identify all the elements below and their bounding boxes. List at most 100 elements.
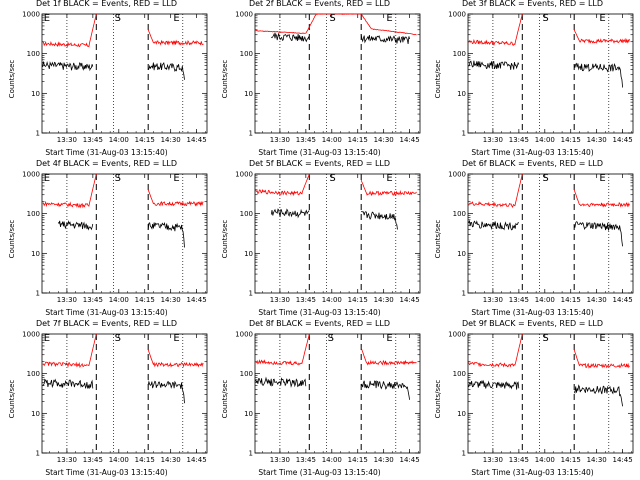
x-tick-label: 14:00 xyxy=(535,456,555,464)
end-marker-label: E xyxy=(173,13,179,24)
end-marker-label: E xyxy=(599,13,605,24)
x-tick-label: 13:45 xyxy=(83,456,103,464)
start-marker-label: S xyxy=(542,173,548,184)
events-series-line xyxy=(147,221,185,248)
events-series-line xyxy=(270,208,310,219)
x-tick-label: 13:30 xyxy=(270,136,290,144)
x-tick-label: 13:45 xyxy=(296,136,316,144)
x-tick-label: 14:30 xyxy=(374,136,394,144)
chart-svg: 1 10 100 1000 13:30 13:45 14:00 14:15 14:30 14:45… xyxy=(448,171,634,304)
end-marker-label: E xyxy=(386,173,392,184)
x-tick-label: 14:30 xyxy=(161,456,181,464)
lld-series-line xyxy=(255,173,310,197)
y-tick-label: 1000 xyxy=(22,11,40,19)
events-series-line xyxy=(573,221,623,247)
chart-svg: 1 10 100 1000 13:30 13:45 14:00 14:15 14:30 14:45… xyxy=(235,331,421,464)
lld-series-line xyxy=(147,29,204,46)
x-tick-label: 13:30 xyxy=(57,296,77,304)
y-tick-label: 10 xyxy=(457,410,466,418)
chart-svg: 1 10 100 1000 13:30 13:45 14:00 14:15 14:30 14:45… xyxy=(22,171,208,304)
y-axis-label: Counts/sec xyxy=(8,219,16,259)
start-marker-label: S xyxy=(115,173,121,184)
y-tick-label: 1 xyxy=(36,130,40,138)
y-tick-label: 10 xyxy=(457,90,466,98)
lld-series-line xyxy=(255,13,417,36)
detector-panel-9: 1 10 100 1000 13:30 13:45 14:00 14:15 14:30 14:45… xyxy=(426,319,639,480)
x-axis-label: Start Time (31-Aug-03 13:15:40) xyxy=(471,148,594,157)
x-tick-label: 14:00 xyxy=(322,136,342,144)
events-series-line xyxy=(42,61,94,72)
x-tick-label: 14:45 xyxy=(187,136,207,144)
detector-panel-2: 1 10 100 1000 13:30 13:45 14:00 14:15 14:30 14:45… xyxy=(213,0,426,160)
x-tick-label: 14:00 xyxy=(322,296,342,304)
lld-series-line xyxy=(360,347,417,366)
y-tick-label: 10 xyxy=(31,410,40,418)
x-tick-label: 14:15 xyxy=(561,456,581,464)
x-tick-label: 14:45 xyxy=(400,296,420,304)
start-marker-label: S xyxy=(542,13,548,24)
y-tick-label: 1000 xyxy=(448,11,466,19)
end-marker-label: E xyxy=(173,333,179,344)
y-tick-label: 100 xyxy=(453,50,466,58)
y-tick-label: 1 xyxy=(462,130,466,138)
x-tick-label: 13:45 xyxy=(296,456,316,464)
y-tick-label: 100 xyxy=(453,370,466,378)
lld-series-line xyxy=(468,333,523,368)
y-tick-label: 10 xyxy=(457,250,466,258)
plot-frame xyxy=(41,333,208,454)
y-tick-label: 1000 xyxy=(235,331,253,339)
y-axis-label: Counts/sec xyxy=(221,379,229,419)
detector-panel-6: 1 10 100 1000 13:30 13:45 14:00 14:15 14:30 14:45… xyxy=(426,159,639,320)
detector-panel-1: 1 10 100 1000 13:30 13:45 14:00 14:15 14:30 14:45… xyxy=(0,0,213,160)
x-tick-label: 14:00 xyxy=(109,456,129,464)
x-tick-label: 13:45 xyxy=(509,456,529,464)
x-tick-label: 13:30 xyxy=(57,456,77,464)
x-tick-label: 14:45 xyxy=(613,136,633,144)
y-tick-label: 100 xyxy=(240,210,253,218)
x-tick-label: 14:00 xyxy=(109,296,129,304)
events-series-line xyxy=(468,379,520,390)
plot-frame xyxy=(254,173,421,294)
x-tick-label: 14:30 xyxy=(587,136,607,144)
y-tick-label: 10 xyxy=(31,250,40,258)
events-series-line xyxy=(271,32,310,43)
x-tick-label: 14:45 xyxy=(613,296,633,304)
x-tick-label: 14:15 xyxy=(135,296,155,304)
detector-panel-3: 1 10 100 1000 13:30 13:45 14:00 14:15 14:30 14:45… xyxy=(426,0,639,160)
chart-svg: 1 10 100 1000 13:30 13:45 14:00 14:15 14:30 14:45… xyxy=(235,171,421,304)
lld-series-line xyxy=(468,173,523,208)
chart-title: Det 1f BLACK = Events, RED = LLD xyxy=(35,0,178,8)
x-axis-label: Start Time (31-Aug-03 13:15:40) xyxy=(258,308,381,317)
y-axis-label: Counts/sec xyxy=(434,379,442,419)
end-marker-label: E xyxy=(386,333,392,344)
lld-series-line xyxy=(255,333,310,366)
chart-title: Det 9f BLACK = Events, RED = LLD xyxy=(461,319,604,328)
x-tick-label: 14:00 xyxy=(322,456,342,464)
start-marker-label: S xyxy=(115,13,121,24)
lld-series-line xyxy=(573,349,630,369)
y-tick-label: 1 xyxy=(462,450,466,458)
events-series-line xyxy=(57,220,94,231)
start-marker-label: S xyxy=(329,13,335,24)
events-series-line xyxy=(573,384,623,407)
start-marker-label: S xyxy=(329,173,335,184)
y-tick-label: 1 xyxy=(36,290,40,298)
events-series-line xyxy=(361,211,398,230)
y-tick-label: 100 xyxy=(27,370,40,378)
end-marker-label: E xyxy=(599,333,605,344)
y-tick-label: 1 xyxy=(249,450,253,458)
lld-series-line xyxy=(573,189,630,208)
events-series-line xyxy=(573,62,623,88)
x-tick-label: 13:30 xyxy=(483,456,503,464)
x-axis-label: Start Time (31-Aug-03 13:15:40) xyxy=(45,308,168,317)
y-axis-label: Counts/sec xyxy=(221,59,229,99)
lld-series-line xyxy=(42,333,97,369)
x-tick-label: 14:45 xyxy=(400,136,420,144)
lld-series-line xyxy=(360,179,417,197)
chart-title: Det 2f BLACK = Events, RED = LLD xyxy=(248,0,391,8)
x-tick-label: 13:30 xyxy=(483,136,503,144)
detector-panel-4: 1 10 100 1000 13:30 13:45 14:00 14:15 14:30 14:45… xyxy=(0,159,213,320)
y-tick-label: 100 xyxy=(453,210,466,218)
plot-frame xyxy=(254,333,421,454)
lld-series-line xyxy=(573,29,630,44)
